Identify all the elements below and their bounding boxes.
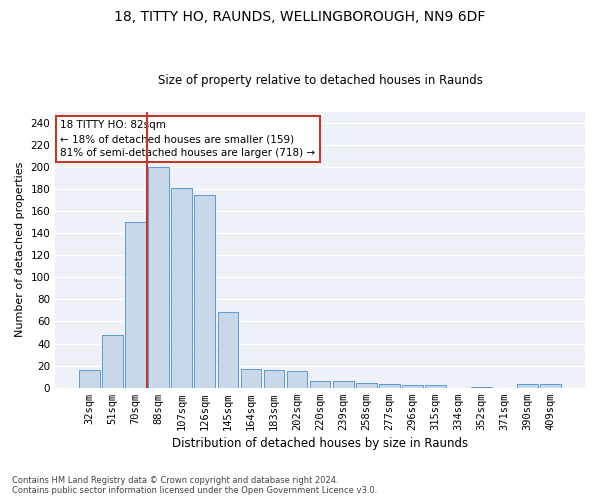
Bar <box>263 370 284 388</box>
Text: 18 TITTY HO: 82sqm
← 18% of detached houses are smaller (159)
81% of semi-detach: 18 TITTY HO: 82sqm ← 18% of detached hou… <box>61 120 316 158</box>
Bar <box>148 167 169 388</box>
Bar <box>356 384 377 388</box>
Bar <box>172 188 192 388</box>
Bar <box>425 386 446 388</box>
Bar <box>79 370 100 388</box>
Bar <box>402 386 422 388</box>
Bar <box>241 369 262 388</box>
Bar <box>379 384 400 388</box>
Bar <box>125 222 146 388</box>
Bar <box>218 312 238 388</box>
Bar <box>333 381 353 388</box>
Text: 18, TITTY HO, RAUNDS, WELLINGBOROUGH, NN9 6DF: 18, TITTY HO, RAUNDS, WELLINGBOROUGH, NN… <box>115 10 485 24</box>
Text: Contains HM Land Registry data © Crown copyright and database right 2024.
Contai: Contains HM Land Registry data © Crown c… <box>12 476 377 495</box>
Bar <box>517 384 538 388</box>
Title: Size of property relative to detached houses in Raunds: Size of property relative to detached ho… <box>158 74 482 87</box>
Bar <box>310 381 331 388</box>
Y-axis label: Number of detached properties: Number of detached properties <box>15 162 25 338</box>
Bar <box>102 334 123 388</box>
X-axis label: Distribution of detached houses by size in Raunds: Distribution of detached houses by size … <box>172 437 468 450</box>
Bar <box>287 371 307 388</box>
Bar <box>471 386 492 388</box>
Bar <box>194 194 215 388</box>
Bar <box>540 384 561 388</box>
